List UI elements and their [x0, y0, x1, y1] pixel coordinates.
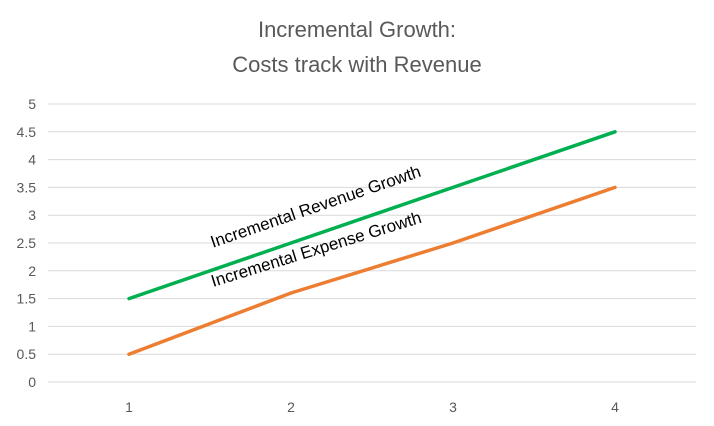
x-axis-ticks: 1 2 3 4 — [125, 399, 619, 415]
y-tick-label: 1 — [28, 318, 36, 334]
gridlines — [48, 103, 696, 383]
y-tick-label: 5 — [28, 96, 36, 112]
series-line-incremental-revenue-growth — [127, 130, 617, 301]
y-tick-label: 4 — [28, 152, 36, 168]
series-label-incremental-expense-growth: Incremental Expense Growth — [209, 208, 424, 291]
chart-title-line-2: Costs track with Revenue — [232, 52, 481, 77]
x-tick-label: 1 — [125, 399, 133, 415]
series-line-incremental-expense-growth — [127, 185, 617, 356]
series-lines — [127, 130, 617, 356]
y-tick-label: 2 — [28, 263, 36, 279]
y-axis-ticks: 0 0.5 1 1.5 2 2.5 3 3.5 4 4.5 5 — [17, 96, 37, 390]
y-tick-label: 3.5 — [17, 179, 37, 195]
y-tick-label: 1.5 — [17, 291, 37, 307]
y-tick-label: 0.5 — [17, 346, 37, 362]
series-label-incremental-revenue-growth: Incremental Revenue Growth — [208, 162, 423, 252]
y-tick-label: 2.5 — [17, 235, 37, 251]
y-tick-label: 4.5 — [17, 124, 37, 140]
x-tick-label: 3 — [449, 399, 457, 415]
x-tick-label: 4 — [611, 399, 619, 415]
chart-title-line-1: Incremental Growth: — [258, 17, 456, 42]
x-tick-label: 2 — [287, 399, 295, 415]
y-tick-label: 3 — [28, 207, 36, 223]
y-tick-label: 0 — [28, 374, 36, 390]
